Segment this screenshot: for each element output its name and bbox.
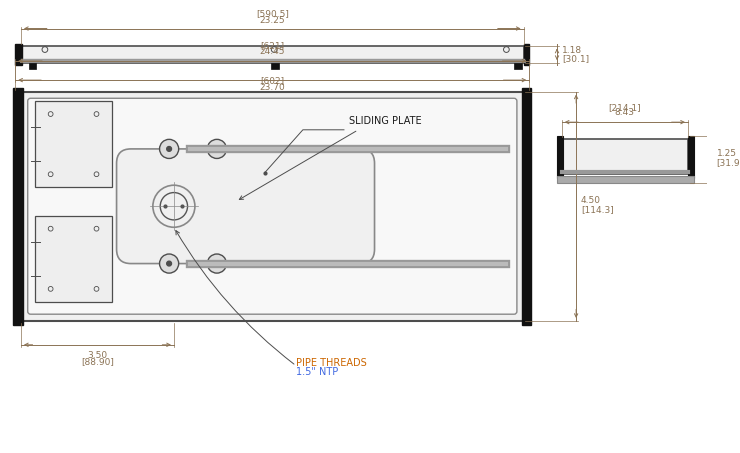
- Bar: [13, 88, 23, 325]
- Text: [31.9]: [31.9]: [716, 158, 740, 167]
- Text: [114.3]: [114.3]: [581, 206, 613, 215]
- Bar: [16, 44, 22, 65]
- Text: [30.1]: [30.1]: [562, 53, 589, 63]
- Bar: [514, 63, 522, 69]
- Text: 3.50: 3.50: [87, 351, 107, 360]
- Text: [590.5]: [590.5]: [256, 9, 289, 18]
- Bar: [522, 88, 531, 325]
- Bar: [21, 46, 524, 63]
- Circle shape: [215, 146, 219, 151]
- Circle shape: [160, 140, 178, 159]
- Circle shape: [166, 261, 172, 266]
- Text: 23.70: 23.70: [260, 82, 285, 92]
- Circle shape: [166, 146, 172, 151]
- Text: SLIDING PLATE: SLIDING PLATE: [349, 116, 421, 126]
- Text: [602]: [602]: [260, 76, 284, 85]
- Text: 1.18: 1.18: [562, 46, 582, 55]
- Circle shape: [207, 254, 226, 273]
- Text: 23.25: 23.25: [260, 16, 285, 25]
- Bar: [557, 176, 693, 183]
- Bar: [29, 63, 36, 69]
- Bar: [21, 92, 524, 321]
- Text: 8.43: 8.43: [615, 108, 635, 117]
- Text: [214.1]: [214.1]: [608, 103, 641, 111]
- Text: 1.25: 1.25: [716, 149, 736, 158]
- FancyBboxPatch shape: [117, 149, 374, 264]
- Text: 24.45: 24.45: [260, 47, 285, 56]
- Bar: [562, 140, 688, 174]
- Bar: [688, 135, 693, 178]
- Bar: [524, 44, 529, 65]
- Bar: [36, 216, 112, 302]
- Bar: [557, 135, 562, 178]
- Text: PIPE THREADS: PIPE THREADS: [296, 358, 367, 368]
- Bar: [36, 101, 112, 187]
- Text: 1.5" NTP: 1.5" NTP: [296, 367, 338, 377]
- Circle shape: [215, 261, 219, 266]
- Circle shape: [207, 140, 226, 159]
- Text: [88.90]: [88.90]: [81, 357, 114, 366]
- Text: 4.50: 4.50: [581, 196, 601, 205]
- Bar: [272, 63, 279, 69]
- FancyBboxPatch shape: [27, 98, 517, 314]
- Text: [621]: [621]: [260, 42, 284, 50]
- Circle shape: [160, 254, 178, 273]
